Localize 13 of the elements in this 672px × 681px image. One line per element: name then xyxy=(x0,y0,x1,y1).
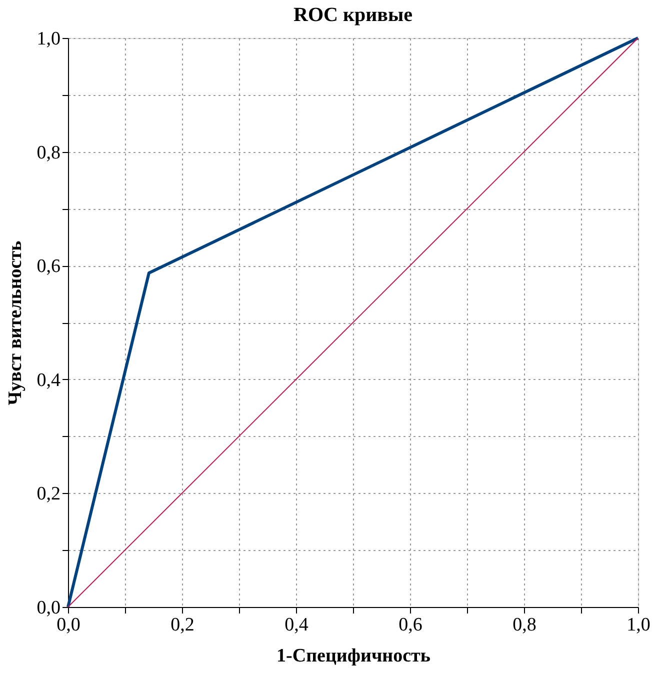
y-tick-label: 0,8 xyxy=(36,142,60,164)
y-axis-title: Чувст вительность xyxy=(4,240,26,406)
x-tick-label: 0,4 xyxy=(284,614,309,636)
x-tick-label: 0,6 xyxy=(398,614,422,636)
x-tick-label: 1,0 xyxy=(626,614,650,636)
y-tick-label: 0,2 xyxy=(36,484,60,505)
y-tick-label: 1,0 xyxy=(36,28,60,50)
x-tick-label: 0,8 xyxy=(512,614,536,636)
x-axis-title: 1-Специфичность xyxy=(276,646,430,666)
chart-title: ROC кривые xyxy=(294,4,413,26)
y-tick-label: 0,6 xyxy=(36,256,60,278)
x-tick-label: 0,2 xyxy=(170,614,194,636)
y-tick-label: 0,4 xyxy=(36,370,61,391)
